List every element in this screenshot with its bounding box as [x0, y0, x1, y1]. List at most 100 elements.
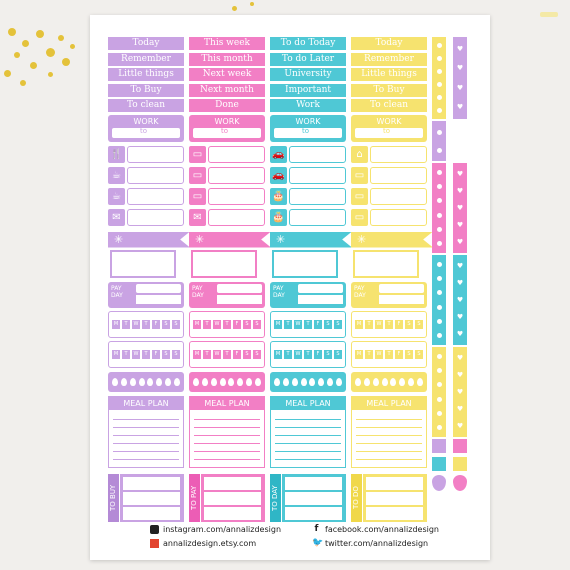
water-drop-icon	[112, 377, 119, 386]
weekday-box: S	[172, 349, 180, 359]
activity-icon: ▭	[189, 166, 206, 184]
work-label: WORK	[214, 116, 240, 126]
water-tracker-sticker	[189, 371, 265, 392]
water-drop-icon	[173, 377, 180, 386]
weekday-box: M	[274, 349, 282, 359]
icon-box-sticker: ⌂	[351, 145, 427, 163]
activity-icon: 🎂	[270, 208, 287, 226]
footer-facebook: f facebook.com/annalizdesign	[312, 524, 439, 535]
facebook-icon: f	[314, 524, 319, 534]
water-drop-icon	[335, 377, 342, 386]
banner-sticker: Work	[270, 99, 346, 112]
work-to-label: to	[140, 126, 148, 135]
water-drop-icon	[291, 377, 298, 386]
sticker-column-blue: To do Today To do Later University Importan…	[270, 37, 352, 522]
work-label: WORK	[295, 116, 321, 126]
payday-sticker: PAY DAY	[108, 281, 184, 308]
banner-sticker: This week	[189, 37, 265, 50]
meal-plan-sticker: MEAL PLAN	[189, 395, 265, 468]
weekday-box: F	[152, 319, 160, 329]
banner-sticker: University	[270, 68, 346, 81]
work-to-label: to	[221, 126, 229, 135]
banner-sticker: Today	[108, 37, 184, 50]
icon-box-sticker: ▭	[351, 166, 427, 184]
weekday-box: T	[304, 319, 312, 329]
activity-icon: 🎂	[270, 187, 287, 205]
weekday-box: T	[304, 349, 312, 359]
banner-sticker: Today	[351, 37, 427, 50]
weekday-box: S	[405, 319, 413, 329]
icon-box-sticker: ▭	[351, 187, 427, 205]
list-sticker: TO DO	[351, 473, 427, 522]
banner-sticker: Done	[189, 99, 265, 112]
list-sticker: TO DAY	[270, 473, 346, 522]
banner-sticker: Remember	[351, 52, 427, 66]
sticker-strip-left	[432, 37, 446, 491]
activity-icon: ▭	[189, 145, 206, 163]
meal-plan-label: MEAL PLAN	[352, 396, 426, 410]
flag-sticker: ✳	[108, 231, 190, 278]
meal-plan-label: MEAL PLAN	[271, 396, 345, 410]
weekday-box: F	[314, 319, 322, 329]
weekday-box: T	[142, 349, 150, 359]
activity-icon: ⌂	[351, 145, 368, 163]
payday-sticker: PAY DAY	[351, 281, 427, 308]
water-drop-icon	[364, 377, 371, 386]
water-drop-icon	[407, 377, 414, 386]
weekday-box: T	[284, 349, 292, 359]
weekday-box: S	[172, 319, 180, 329]
icon-box-sticker: ✉	[189, 208, 265, 226]
weekday-box: S	[243, 319, 251, 329]
weekday-box: S	[162, 349, 170, 359]
water-drop-icon	[390, 377, 397, 386]
water-drop-icon	[254, 377, 261, 386]
banner-sticker: To clean	[108, 99, 184, 112]
weekday-box: T	[223, 349, 231, 359]
sticker-column-yellow: Today Remember Little things To Buy To clean…	[351, 37, 433, 522]
weekday-box: S	[243, 349, 251, 359]
water-drop-icon	[300, 377, 307, 386]
water-drop-icon	[283, 377, 290, 386]
work-sticker: WORK to	[270, 114, 346, 142]
weekday-box: T	[122, 319, 130, 329]
water-drop-icon	[399, 377, 406, 386]
sticker-column-pink: This week This month Next week Next month Do…	[189, 37, 271, 522]
icon-box-sticker: ▭	[189, 145, 265, 163]
weekday-box: F	[233, 349, 241, 359]
banner-sticker: To do Later	[270, 52, 346, 66]
icon-box-sticker: 🎂	[270, 208, 346, 226]
activity-icon: ▭	[351, 187, 368, 205]
weekday-box: S	[324, 349, 332, 359]
weekday-box: W	[294, 349, 302, 359]
banner-sticker: Next week	[189, 68, 265, 81]
water-drop-icon	[219, 377, 226, 386]
weekday-box: F	[395, 349, 403, 359]
icon-box-sticker: 🚗	[270, 145, 346, 163]
weekday-box: W	[294, 319, 302, 329]
weekday-box: F	[314, 349, 322, 359]
activity-icon: ☕	[108, 166, 125, 184]
icon-box-sticker: ▭	[189, 166, 265, 184]
weekday-box: T	[142, 319, 150, 329]
icon-box-sticker: ☕	[108, 187, 184, 205]
payday-label: PAY DAY	[273, 284, 285, 299]
weekday-box: T	[365, 319, 373, 329]
weekday-box: M	[112, 319, 120, 329]
banner-sticker: This month	[189, 52, 265, 66]
banner-sticker: Next month	[189, 83, 265, 97]
activity-icon: ✉	[189, 208, 206, 226]
weekday-box: W	[375, 319, 383, 329]
sticker-column-purple: Today Remember Little things To Buy To clean…	[108, 37, 190, 522]
water-drop-icon	[228, 377, 235, 386]
list-vertical-label: TO BUY	[108, 473, 119, 522]
flag-sticker: ✳	[270, 231, 352, 278]
payday-sticker: PAY DAY	[189, 281, 265, 308]
weekday-box: M	[112, 349, 120, 359]
water-drop-icon	[355, 377, 362, 386]
weekday-box: W	[213, 349, 221, 359]
weekday-box: S	[415, 349, 423, 359]
work-sticker: WORK to	[108, 114, 184, 142]
